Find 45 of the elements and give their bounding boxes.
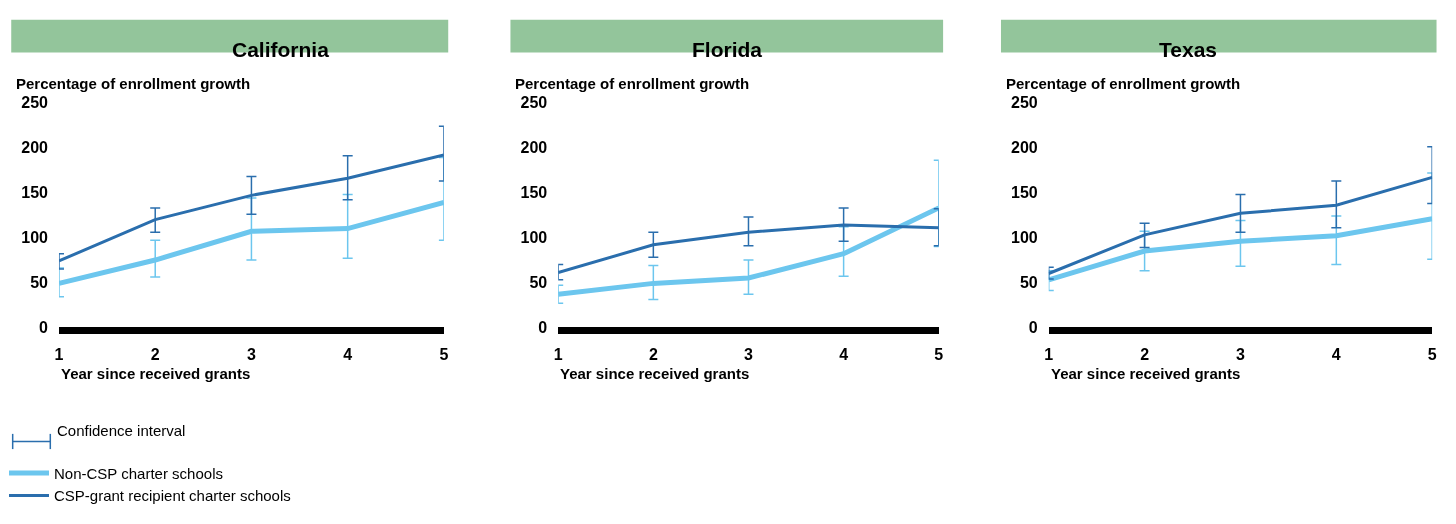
chart-title: California	[232, 38, 330, 61]
x-tick-label: 3	[1236, 345, 1246, 363]
x-tick-label: 5	[439, 345, 449, 363]
y-tick-label: 0	[1028, 319, 1038, 337]
x-axis-title: Year since received grants	[560, 365, 750, 382]
y-tick-label: 200	[1011, 139, 1038, 157]
y-tick-label: 250	[520, 94, 548, 112]
legend-label: CSP-grant recipient charter schools	[54, 487, 291, 505]
y-tick-label: 0	[39, 319, 49, 337]
x-tick-label: 2	[150, 345, 160, 363]
x-tick-label: 2	[648, 345, 658, 363]
text: Confidence interval	[57, 422, 186, 439]
y-tick-label: 200	[520, 139, 548, 157]
y-tick-label: 150	[21, 184, 49, 202]
chart-title: Florida	[692, 38, 763, 61]
x-tick-label: 1	[553, 345, 563, 363]
y-tick-label: 50	[1019, 274, 1038, 292]
y-tick-label: 100	[520, 229, 548, 247]
y-tick-label: 250	[1011, 94, 1038, 112]
x-tick-label: 4	[343, 345, 353, 363]
y-axis-title: Percentage of enrollment growth	[515, 75, 750, 92]
y-tick-label: 50	[30, 274, 49, 292]
y-tick-label: 100	[21, 229, 49, 247]
x-tick-label: 4	[1331, 345, 1341, 363]
x-axis-title: Year since received grants	[61, 365, 251, 382]
y-tick-label: 50	[529, 274, 548, 292]
y-tick-label: 150	[520, 184, 548, 202]
x-axis-title: Year since received grants	[1051, 365, 1241, 382]
x-tick-label: 1	[1044, 345, 1054, 363]
y-tick-label: 0	[538, 319, 548, 337]
chart-title: Texas	[1159, 38, 1217, 61]
x-tick-label: 3	[246, 345, 256, 363]
x-tick-label: 5	[934, 345, 944, 363]
y-tick-label: 100	[1011, 229, 1038, 247]
x-tick-label: 3	[744, 345, 754, 363]
y-tick-label: 200	[21, 139, 49, 157]
x-tick-label: 2	[1140, 345, 1150, 363]
y-tick-label: 150	[1011, 184, 1038, 202]
x-tick-label: 1	[54, 345, 64, 363]
legend-label: Non-CSP charter schools	[54, 464, 223, 482]
x-tick-label: 5	[1427, 345, 1437, 363]
x-tick-label: 4	[839, 345, 849, 363]
y-tick-label: 250	[21, 94, 49, 112]
y-axis-title: Percentage of enrollment growth	[16, 75, 251, 92]
y-axis-title: Percentage of enrollment growth	[1006, 75, 1241, 92]
